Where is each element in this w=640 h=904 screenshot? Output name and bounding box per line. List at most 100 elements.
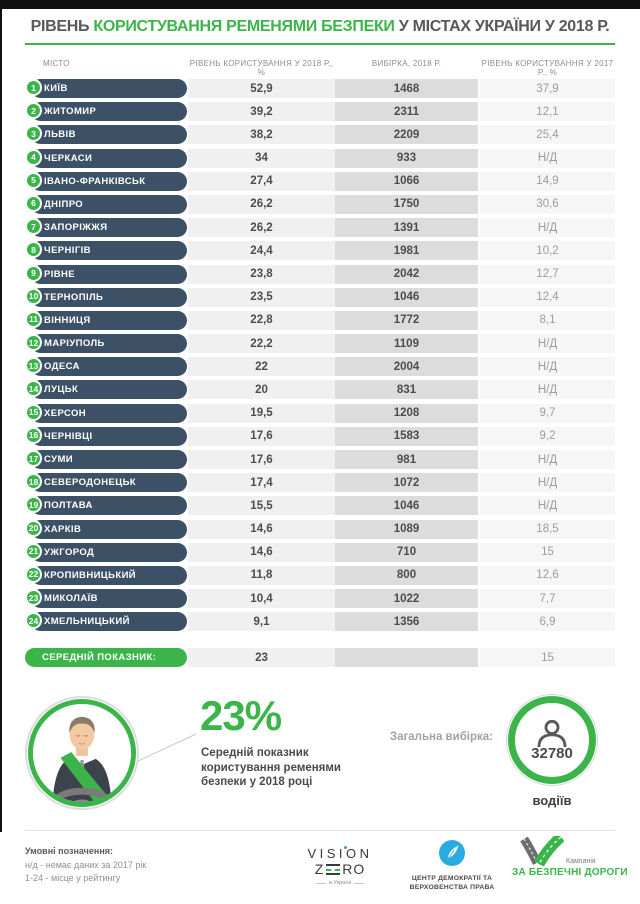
- column-header-usage-2017: РІВЕНЬ КОРИСТУВАННЯ У 2017 Р., %: [481, 59, 614, 77]
- usage-2017-cell: 6,9: [480, 612, 615, 632]
- rank-badge: 1: [25, 79, 42, 96]
- sample-cell: 2311: [335, 102, 478, 122]
- table-row: 5 ІВАНО-ФРАНКІВСЬК 27,4 1066 14,9: [25, 171, 615, 191]
- table-row: 16 ЧЕРНІВЦІ 17,6 1583 9,2: [25, 426, 615, 446]
- cdvp-logo: ЦЕНТР ДЕМОКРАТІЇ ТА ВЕРХОВЕНСТВА ПРАВА: [402, 840, 502, 892]
- safe-roads-campaign-logo: Кампанія ЗА БЕЗПЕЧНІ ДОРОГИ: [512, 836, 628, 878]
- sample-cell: 1772: [335, 310, 478, 330]
- city-pill: КИЇВ: [31, 79, 187, 98]
- table-row: 20 ХАРКІВ 14,6 1089 18,5: [25, 519, 615, 539]
- usage-2017-cell: 12,7: [480, 264, 615, 284]
- usage-2018-cell: 15,5: [188, 496, 335, 516]
- title-part3: У МІСТАХ УКРАЇНИ У 2018 Р.: [394, 18, 610, 35]
- usage-2017-cell: 7,7: [480, 589, 615, 609]
- legend-line-1: н/д - немає даних за 2017 рік: [25, 859, 147, 870]
- total-sample-value: 32780: [531, 744, 573, 762]
- bar-top: [326, 864, 341, 866]
- table-row: 17 СУМИ 17,6 981 Н/Д: [25, 450, 615, 469]
- usage-2017-cell: 12,1: [480, 102, 615, 122]
- sample-cell: 1750: [335, 194, 478, 214]
- rank-badge: 22: [25, 565, 42, 583]
- table-row: 7 ЗАПОРІЖЖЯ 26,2 1391 Н/Д: [25, 218, 615, 238]
- usage-2017-cell: Н/Д: [480, 334, 615, 354]
- rank-badge: 21: [25, 542, 42, 560]
- rank-badge: 23: [25, 589, 42, 607]
- table-row: 18 СЕВЕРОДОНЕЦЬК 17,4 1072 Н/Д: [25, 473, 615, 493]
- sample-cell: 1022: [335, 589, 478, 609]
- bar-middle-green: [326, 868, 341, 871]
- usage-2018-cell: 27,4: [188, 171, 335, 191]
- page-title: РІВЕНЬ КОРИСТУВАННЯ РЕМЕНЯМИ БЕЗПЕКИ У М…: [25, 18, 615, 36]
- usage-2017-cell: 18,5: [480, 519, 615, 539]
- sample-cell: 1046: [335, 496, 478, 516]
- usage-2017-cell: 25,4: [480, 125, 615, 145]
- usage-2018-cell: 26,2: [188, 194, 335, 214]
- rank-badge: 9: [25, 264, 42, 282]
- cdvp-name: ЦЕНТР ДЕМОКРАТІЇ ТА ВЕРХОВЕНСТВА ПРАВА: [402, 875, 502, 892]
- sample-cell: 1072: [335, 473, 478, 493]
- usage-2017-cell: 9,7: [480, 403, 615, 423]
- usage-2018-cell: 9,1: [188, 612, 335, 632]
- zero-e-bars-icon: [326, 864, 341, 875]
- bar-bottom: [326, 873, 341, 875]
- city-pill: ОДЕСА: [31, 357, 187, 377]
- usage-2017-cell: 9,2: [480, 426, 615, 446]
- average-sample-cell: [335, 648, 478, 667]
- usage-2017-cell: 14,9: [480, 171, 615, 191]
- usage-2018-cell: 24,4: [188, 241, 335, 261]
- table-row: 8 ЧЕРНІГІВ 24,4 1981 10,2: [25, 241, 615, 261]
- city-pill: ЧЕРНІГІВ: [31, 241, 187, 261]
- vision-zero-word: VISION: [303, 846, 377, 861]
- rank-badge: 13: [25, 357, 42, 375]
- usage-2018-cell: 17,6: [188, 450, 335, 469]
- usage-2017-cell: Н/Д: [480, 473, 615, 493]
- rank-badge: 11: [25, 310, 42, 328]
- campaign-word: Кампанія: [566, 858, 596, 865]
- zero-z: Z: [314, 861, 325, 877]
- sample-cell: 981: [335, 450, 478, 469]
- usage-2018-cell: 14,6: [188, 542, 335, 562]
- rank-badge: 14: [25, 380, 42, 398]
- city-pill: ЛУЦЬК: [31, 380, 187, 400]
- city-pill: РІВНЕ: [31, 264, 187, 284]
- city-pill: ПОЛТАВА: [31, 496, 187, 516]
- city-pill: ЛЬВІВ: [31, 125, 187, 145]
- usage-2018-cell: 17,6: [188, 426, 335, 446]
- city-pill: КРОПИВНИЦЬКИЙ: [31, 565, 187, 585]
- rank-badge: 8: [25, 241, 42, 259]
- road-v-icon: [520, 836, 564, 866]
- legend-title: Умовні позначення:: [25, 846, 114, 856]
- usage-2018-cell: 26,2: [188, 218, 335, 238]
- sample-cell: 1208: [335, 403, 478, 423]
- city-pill: МИКОЛАЇВ: [31, 589, 187, 609]
- tagline-line-left: [315, 882, 326, 884]
- average-percent-caption: Середній показник користування ременями …: [201, 746, 341, 790]
- usage-2017-cell: Н/Д: [480, 450, 615, 469]
- table-rows: 1 КИЇВ 52,9 1468 37,9 2 ЖИТОМИР 39,2 231…: [25, 79, 615, 636]
- cdvp-name-line1: ЦЕНТР ДЕМОКРАТІЇ ТА: [411, 875, 493, 882]
- usage-2017-cell: 37,9: [480, 79, 615, 98]
- rank-badge: 18: [25, 473, 42, 491]
- city-pill: ЧЕРКАСИ: [31, 148, 187, 168]
- city-pill: ХАРКІВ: [31, 519, 187, 539]
- average-row: СЕРЕДНІЙ ПОКАЗНИК: 23 15: [25, 648, 615, 667]
- average-usage-2017-cell: 15: [480, 648, 615, 667]
- table-row: 24 ХМЕЛЬНИЦЬКИЙ 9,1 1356 6,9: [25, 612, 615, 632]
- feather-icon: [439, 840, 465, 866]
- usage-2018-cell: 17,4: [188, 473, 335, 493]
- city-pill: ХМЕЛЬНИЦЬКИЙ: [31, 612, 187, 632]
- sample-cell: 800: [335, 565, 478, 585]
- sample-cell: 1109: [335, 334, 478, 354]
- table-row: 4 ЧЕРКАСИ 34 933 Н/Д: [25, 148, 615, 168]
- usage-2017-cell: Н/Д: [480, 380, 615, 400]
- usage-2018-cell: 10,4: [188, 589, 335, 609]
- table-row: 6 ДНІПРО 26,2 1750 30,6: [25, 194, 615, 214]
- table-row: 21 УЖГОРОД 14,6 710 15: [25, 542, 615, 562]
- city-pill: СУМИ: [31, 450, 187, 469]
- usage-2017-cell: 12,6: [480, 565, 615, 585]
- rank-badge: 7: [25, 218, 42, 236]
- table-row: 15 ХЕРСОН 19,5 1208 9,7: [25, 403, 615, 423]
- vision-zero-logo: VISION Z RO в Україні: [303, 846, 377, 886]
- vision-zero-green-dot: [344, 846, 347, 849]
